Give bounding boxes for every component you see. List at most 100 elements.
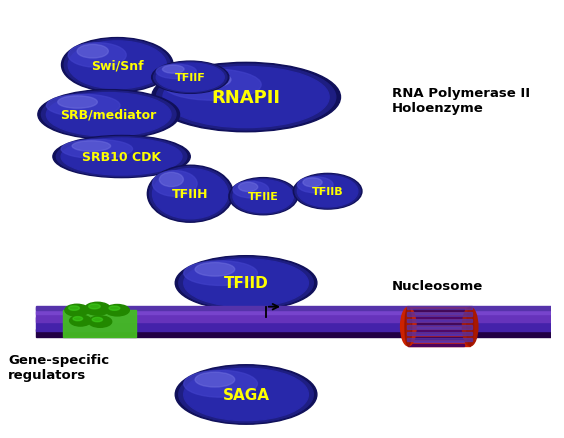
- Ellipse shape: [56, 137, 187, 177]
- Bar: [408, 325, 470, 328]
- Bar: [407, 313, 472, 316]
- Ellipse shape: [68, 42, 166, 90]
- Bar: [408, 339, 470, 343]
- Ellipse shape: [149, 167, 231, 221]
- Ellipse shape: [64, 40, 170, 92]
- Ellipse shape: [61, 140, 133, 159]
- Bar: [36, 306, 551, 310]
- Text: TFIID: TFIID: [224, 276, 268, 291]
- Ellipse shape: [466, 307, 474, 346]
- Ellipse shape: [184, 261, 257, 286]
- Ellipse shape: [46, 93, 171, 137]
- Text: RNAPII: RNAPII: [212, 89, 280, 107]
- Ellipse shape: [152, 63, 341, 132]
- Text: Swi/Snf: Swi/Snf: [91, 59, 144, 72]
- Ellipse shape: [105, 305, 129, 316]
- Bar: [36, 307, 551, 314]
- Ellipse shape: [297, 177, 333, 194]
- Ellipse shape: [92, 318, 103, 322]
- Ellipse shape: [163, 70, 261, 101]
- Ellipse shape: [160, 173, 183, 187]
- Bar: [407, 325, 472, 329]
- Ellipse shape: [195, 372, 235, 387]
- Text: TFIIB: TFIIB: [312, 187, 343, 197]
- Ellipse shape: [109, 306, 120, 311]
- Ellipse shape: [175, 256, 317, 311]
- Ellipse shape: [156, 65, 196, 79]
- Bar: [408, 321, 470, 325]
- Bar: [408, 341, 464, 343]
- Ellipse shape: [179, 258, 314, 309]
- Ellipse shape: [195, 263, 235, 276]
- Ellipse shape: [61, 39, 173, 93]
- Bar: [407, 332, 472, 335]
- Ellipse shape: [69, 306, 80, 311]
- Bar: [36, 311, 551, 322]
- Ellipse shape: [175, 365, 317, 424]
- Ellipse shape: [65, 304, 89, 316]
- Bar: [408, 317, 464, 318]
- Ellipse shape: [239, 183, 258, 192]
- Ellipse shape: [147, 166, 233, 223]
- Text: RNA Polymerase II
Holoenzyme: RNA Polymerase II Holoenzyme: [392, 86, 530, 114]
- Ellipse shape: [153, 63, 227, 93]
- Ellipse shape: [53, 136, 190, 178]
- Ellipse shape: [68, 44, 126, 68]
- Ellipse shape: [163, 67, 329, 128]
- Text: Gene-specific
regulators: Gene-specific regulators: [8, 353, 109, 381]
- Bar: [408, 324, 464, 325]
- Ellipse shape: [152, 62, 229, 94]
- Bar: [408, 328, 470, 332]
- Ellipse shape: [38, 90, 179, 140]
- Text: SRB/mediator: SRB/mediator: [60, 109, 157, 122]
- Bar: [408, 318, 470, 321]
- Ellipse shape: [184, 368, 309, 420]
- Bar: [407, 306, 472, 310]
- Ellipse shape: [231, 179, 296, 214]
- Ellipse shape: [61, 139, 182, 176]
- Ellipse shape: [152, 169, 228, 219]
- Bar: [408, 345, 464, 346]
- Ellipse shape: [46, 95, 120, 117]
- Ellipse shape: [400, 307, 416, 346]
- Bar: [408, 320, 464, 321]
- Bar: [408, 327, 464, 328]
- Ellipse shape: [184, 371, 257, 397]
- Text: TFIIF: TFIIF: [175, 73, 206, 83]
- Text: SAGA: SAGA: [223, 387, 270, 402]
- Ellipse shape: [69, 315, 91, 326]
- Bar: [408, 313, 464, 314]
- Ellipse shape: [178, 72, 231, 89]
- Bar: [408, 331, 464, 332]
- Ellipse shape: [58, 97, 98, 109]
- Bar: [63, 311, 136, 338]
- Ellipse shape: [89, 316, 112, 328]
- Ellipse shape: [462, 307, 478, 346]
- Bar: [36, 329, 551, 338]
- Text: TFIIH: TFIIH: [172, 188, 209, 201]
- Ellipse shape: [179, 366, 314, 423]
- Bar: [36, 318, 551, 331]
- Ellipse shape: [72, 141, 111, 152]
- Ellipse shape: [303, 178, 322, 187]
- Bar: [408, 332, 470, 336]
- Bar: [408, 307, 470, 311]
- Ellipse shape: [77, 45, 108, 59]
- Bar: [407, 339, 472, 342]
- Bar: [408, 310, 464, 311]
- Ellipse shape: [73, 317, 82, 321]
- Ellipse shape: [89, 304, 100, 309]
- Bar: [408, 336, 470, 339]
- Ellipse shape: [405, 307, 412, 346]
- Bar: [407, 319, 472, 322]
- Ellipse shape: [184, 259, 309, 307]
- Ellipse shape: [297, 176, 358, 208]
- Bar: [408, 343, 470, 346]
- Text: TFIIE: TFIIE: [248, 192, 279, 202]
- Ellipse shape: [156, 65, 336, 131]
- Text: SRB10 CDK: SRB10 CDK: [82, 151, 161, 164]
- Bar: [408, 314, 470, 318]
- Ellipse shape: [152, 171, 197, 197]
- Text: Nucleosome: Nucleosome: [392, 279, 483, 292]
- Ellipse shape: [233, 182, 268, 198]
